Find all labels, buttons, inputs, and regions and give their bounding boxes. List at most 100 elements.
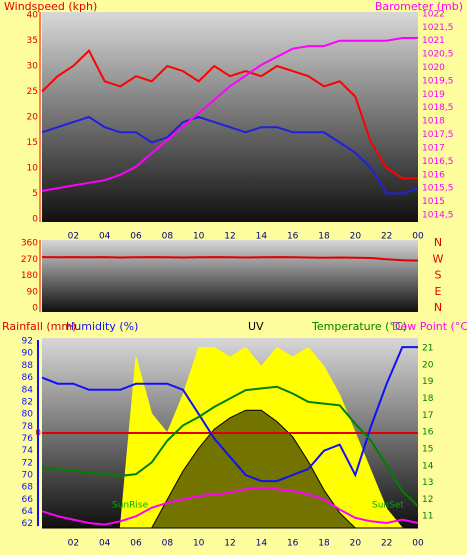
x-tick-label: 18 bbox=[318, 232, 330, 242]
x-tick-label: 06 bbox=[130, 539, 142, 549]
y2-tick-label: 20 bbox=[422, 360, 434, 370]
x-tick-label: 14 bbox=[256, 539, 268, 549]
y2-tick-label: E bbox=[435, 285, 442, 298]
legend-label: Temperature (°C) bbox=[311, 320, 407, 333]
y2-tick-label: 1021 bbox=[422, 36, 445, 46]
y-tick-label: 90 bbox=[27, 287, 39, 297]
plot-area bbox=[42, 240, 418, 312]
y-tick-label: 68 bbox=[22, 483, 34, 493]
line bbox=[41, 346, 418, 483]
line bbox=[41, 115, 419, 195]
y-tick-label: 66 bbox=[22, 495, 34, 505]
y2-tick-label: 1017,5 bbox=[422, 130, 454, 140]
y2-tick-label: 1019 bbox=[422, 90, 445, 100]
y-axis-label: Windspeed (kph) bbox=[4, 0, 97, 13]
x-tick-label: 00 bbox=[412, 539, 424, 549]
x-tick-label: 00 bbox=[412, 232, 424, 242]
y-tick-label: 180 bbox=[21, 271, 38, 281]
y2-tick-label: 13 bbox=[422, 478, 433, 488]
x-tick-label: 02 bbox=[68, 232, 79, 242]
y-tick-label: 0 bbox=[32, 214, 38, 224]
y2-tick-label: S bbox=[435, 269, 442, 282]
y-tick-label: 76 bbox=[22, 434, 34, 444]
legend-label: Dew Point (°C) bbox=[392, 320, 467, 333]
y-tick-label: 35 bbox=[27, 36, 38, 46]
x-tick-label: 16 bbox=[287, 539, 299, 549]
y-tick-label: 360 bbox=[21, 239, 38, 249]
y-tick-label: 84 bbox=[22, 385, 34, 395]
y-tick-label: 80 bbox=[22, 410, 34, 420]
y-tick-label: 90 bbox=[22, 349, 34, 359]
line bbox=[41, 486, 419, 526]
y2-tick-label: 17 bbox=[422, 411, 433, 421]
y2-tick-label: 1019,5 bbox=[422, 76, 454, 86]
y2-tick-label: 1021,5 bbox=[422, 23, 454, 33]
y-tick-label: 88 bbox=[22, 361, 34, 371]
y-tick-label: 62 bbox=[22, 519, 33, 529]
y2-tick-label: 1015 bbox=[422, 197, 445, 207]
y2-tick-label: 1018 bbox=[422, 117, 445, 127]
x-tick-label: 12 bbox=[224, 232, 235, 242]
y-tick-label: 92 bbox=[22, 337, 33, 347]
line bbox=[41, 49, 418, 180]
x-tick-label: 08 bbox=[162, 539, 174, 549]
y2-tick-label: 1020 bbox=[422, 63, 445, 73]
y-tick-label: 64 bbox=[22, 507, 34, 517]
y3-tick-label: 0 bbox=[35, 429, 41, 439]
y-tick-label: 25 bbox=[27, 87, 38, 97]
x-tick-label: 08 bbox=[162, 232, 174, 242]
y2-tick-label: 12 bbox=[422, 495, 433, 505]
x-tick-label: 22 bbox=[381, 539, 392, 549]
line bbox=[41, 37, 418, 192]
y-tick-label: 40 bbox=[27, 11, 39, 21]
y2-tick-label: N bbox=[434, 301, 442, 314]
y2-axis-label: Barometer (mb) bbox=[375, 0, 463, 13]
y2-tick-label: 1017 bbox=[422, 143, 445, 153]
x-tick-label: 02 bbox=[68, 539, 79, 549]
y-tick-label: 30 bbox=[27, 62, 39, 72]
y-tick-label: 5 bbox=[32, 189, 38, 199]
x-tick-label: 04 bbox=[99, 232, 111, 242]
x-tick-label: 06 bbox=[130, 232, 142, 242]
y2-tick-label: 1018,5 bbox=[422, 103, 454, 113]
x-tick-label: 04 bbox=[99, 539, 111, 549]
x-tick-label: 20 bbox=[350, 232, 362, 242]
line bbox=[41, 256, 419, 262]
y2-tick-label: 14 bbox=[422, 461, 434, 471]
y2-tick-label: 1014,5 bbox=[422, 211, 454, 221]
x-tick-label: 10 bbox=[193, 539, 205, 549]
y-tick-label: 20 bbox=[27, 113, 39, 123]
x-tick-label: 22 bbox=[381, 232, 392, 242]
legend-label: UV bbox=[248, 320, 264, 333]
y2-tick-label: 1016,5 bbox=[422, 157, 454, 167]
y2-tick-label: W bbox=[433, 252, 444, 265]
y-tick-label: 270 bbox=[21, 255, 38, 265]
y-tick-label: 0 bbox=[32, 304, 38, 314]
annotation: SunSet bbox=[372, 501, 404, 511]
y2-tick-label: N bbox=[434, 236, 442, 249]
y-tick-label: 74 bbox=[22, 446, 34, 456]
y2-tick-label: 19 bbox=[422, 377, 434, 387]
y2-tick-label: 11 bbox=[422, 512, 433, 522]
y-tick-label: 15 bbox=[27, 138, 38, 148]
y2-tick-label: 16 bbox=[422, 428, 434, 438]
y-tick-label: 86 bbox=[22, 373, 34, 383]
y2-tick-label: 1015,5 bbox=[422, 184, 454, 194]
line bbox=[41, 385, 419, 507]
y2-tick-label: 21 bbox=[422, 344, 433, 354]
y-tick-label: 72 bbox=[22, 458, 33, 468]
y-tick-label: 10 bbox=[27, 163, 39, 173]
y-tick-label: 78 bbox=[22, 422, 34, 432]
legend-label: Rainfall (mm) bbox=[2, 320, 76, 333]
x-tick-label: 12 bbox=[224, 539, 235, 549]
y-tick-label: 82 bbox=[22, 397, 33, 407]
y2-tick-label: 1020,5 bbox=[422, 50, 454, 60]
x-tick-label: 18 bbox=[318, 539, 330, 549]
y2-tick-label: 18 bbox=[422, 394, 434, 404]
x-tick-label: 10 bbox=[193, 232, 205, 242]
annotation: SunRise bbox=[112, 501, 149, 511]
legend-label: Humidity (%) bbox=[66, 320, 138, 333]
y2-tick-label: 1016 bbox=[422, 170, 445, 180]
y2-tick-label: 15 bbox=[422, 444, 433, 454]
